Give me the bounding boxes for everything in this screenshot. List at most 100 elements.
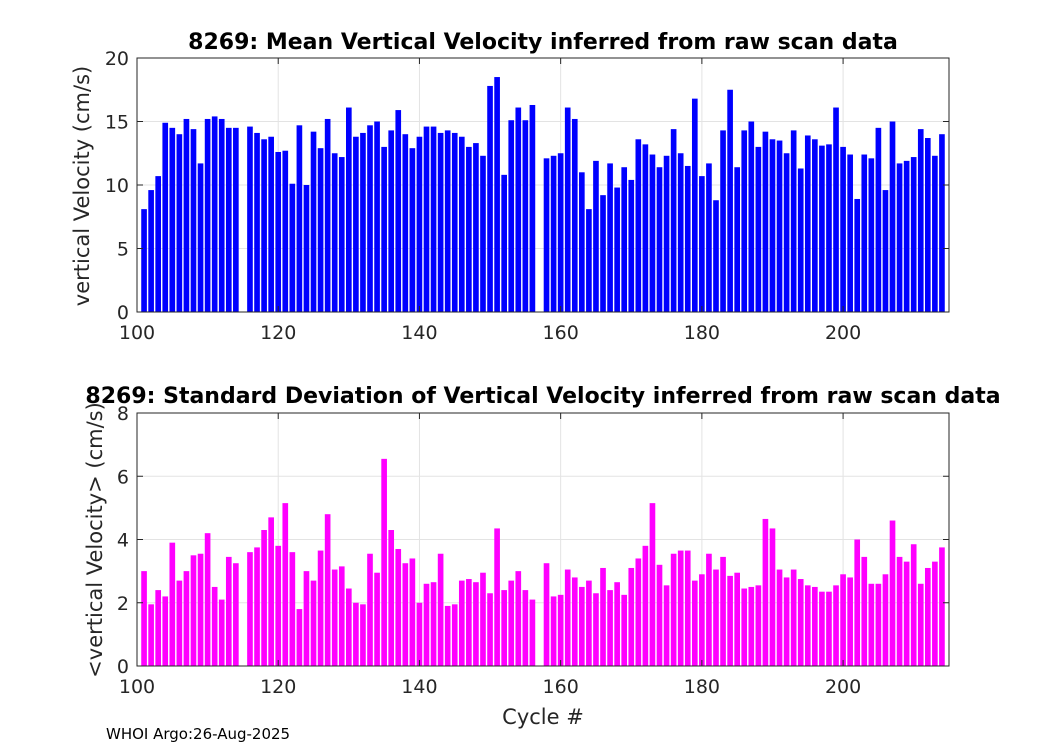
bar xyxy=(317,148,324,312)
bar xyxy=(402,563,409,666)
bar xyxy=(571,577,578,666)
bar xyxy=(155,590,162,666)
bar xyxy=(423,126,430,312)
bar xyxy=(932,155,938,312)
bar xyxy=(939,547,945,666)
bar xyxy=(550,155,557,312)
y-tick-label: 0 xyxy=(117,302,129,324)
bar xyxy=(924,138,931,312)
bar xyxy=(903,561,910,666)
bar xyxy=(367,553,373,666)
bar xyxy=(346,107,352,312)
bar xyxy=(734,572,740,666)
bar xyxy=(868,583,875,666)
bar xyxy=(607,163,613,312)
bar xyxy=(557,153,564,312)
bar xyxy=(360,604,366,666)
bar xyxy=(826,591,832,666)
bar xyxy=(183,118,190,313)
bar xyxy=(783,153,790,312)
bar xyxy=(282,503,289,666)
bar xyxy=(748,121,755,312)
bar xyxy=(451,604,458,666)
bar xyxy=(783,577,790,666)
bar xyxy=(875,583,882,666)
bar xyxy=(649,154,656,312)
bar xyxy=(889,520,896,666)
y-tick-label: 8 xyxy=(117,403,129,425)
bar xyxy=(515,107,522,312)
y-tick-label: 2 xyxy=(117,593,129,615)
bar xyxy=(508,580,515,666)
bar xyxy=(204,118,211,313)
bar xyxy=(812,586,818,666)
y-tick-label: 10 xyxy=(105,175,129,197)
bar xyxy=(579,586,585,666)
bar xyxy=(833,585,839,666)
bar xyxy=(649,503,656,666)
bar xyxy=(713,200,719,312)
bar xyxy=(571,118,578,313)
bar xyxy=(268,517,274,666)
bar xyxy=(917,129,924,312)
x-tick-label: 160 xyxy=(543,676,579,698)
bar xyxy=(529,104,536,313)
bar xyxy=(374,572,380,666)
bar xyxy=(755,146,762,312)
bar xyxy=(628,567,635,666)
bar xyxy=(691,98,698,312)
bar xyxy=(748,586,755,666)
bar xyxy=(593,593,599,666)
bar xyxy=(444,130,451,312)
bar xyxy=(466,146,472,312)
bar xyxy=(233,127,239,312)
bar xyxy=(819,145,825,312)
bar xyxy=(310,131,317,312)
bar xyxy=(515,571,522,666)
bar xyxy=(593,160,599,312)
std-chart-xlabel: Cycle # xyxy=(502,705,584,729)
bar xyxy=(564,107,571,312)
bar xyxy=(847,577,853,666)
bar xyxy=(430,582,437,666)
bar xyxy=(317,550,324,666)
std-chart-title: 8269: Standard Deviation of Vertical Vel… xyxy=(85,384,1000,409)
bar xyxy=(360,132,366,312)
bar xyxy=(303,185,310,312)
bar xyxy=(197,163,204,312)
bar xyxy=(917,583,924,666)
bar xyxy=(444,605,451,666)
bar xyxy=(197,553,204,666)
bar xyxy=(635,139,642,312)
bar xyxy=(480,572,486,666)
bar xyxy=(141,571,147,666)
bar xyxy=(910,157,917,312)
bar xyxy=(790,569,797,666)
bar xyxy=(600,195,606,312)
bar xyxy=(494,77,500,312)
bar xyxy=(854,539,861,666)
bar xyxy=(501,590,507,666)
bar xyxy=(854,198,861,312)
bar xyxy=(473,582,479,666)
bar xyxy=(381,146,387,312)
bar xyxy=(755,585,762,666)
bar xyxy=(607,590,613,666)
bar xyxy=(677,153,684,312)
bar xyxy=(776,569,783,666)
bar xyxy=(804,585,811,666)
y-tick-label: 6 xyxy=(117,466,129,488)
mean-chart-ylabel: vertical Velocity (cm/s) xyxy=(70,66,94,306)
bar xyxy=(225,127,232,312)
bar xyxy=(437,132,444,312)
bar xyxy=(586,580,592,666)
bar xyxy=(289,552,296,666)
bar xyxy=(141,209,147,312)
bar xyxy=(218,599,225,666)
y-tick-label: 4 xyxy=(117,530,129,552)
bar xyxy=(882,190,889,312)
bar xyxy=(155,176,162,312)
bar xyxy=(939,134,945,312)
bar xyxy=(473,143,479,312)
bar xyxy=(868,158,875,312)
